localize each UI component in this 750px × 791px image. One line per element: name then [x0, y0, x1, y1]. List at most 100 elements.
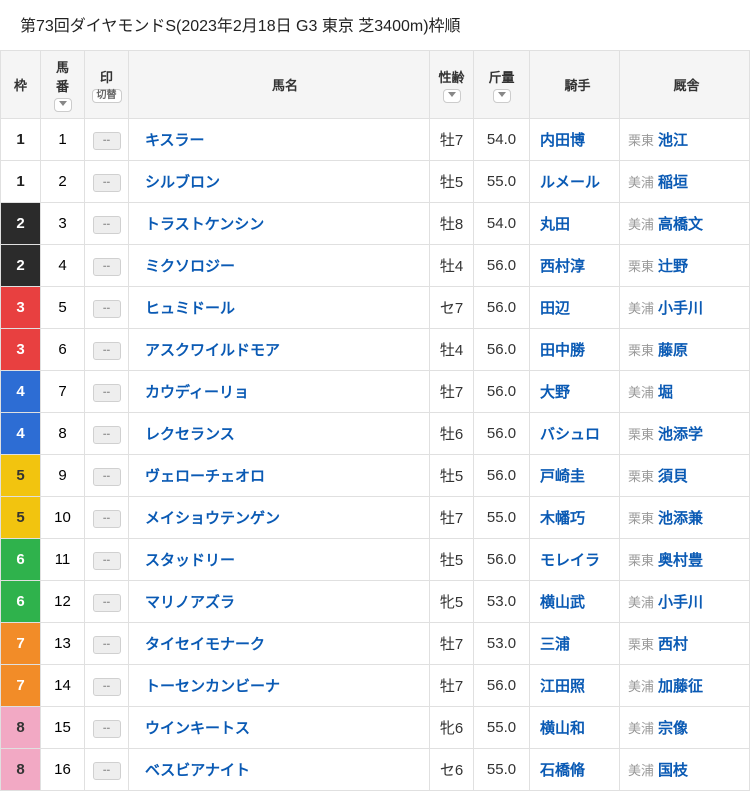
jockey-link[interactable]: 田中勝 [530, 329, 620, 371]
stable-name-link[interactable]: 奥村豊 [658, 552, 703, 569]
mark-cell[interactable]: -- [85, 539, 129, 581]
jockey-link[interactable]: バシュロ [530, 413, 620, 455]
stable-name-link[interactable]: 高橋文 [658, 216, 703, 233]
sort-umaban-icon[interactable] [54, 98, 72, 112]
horse-name-link[interactable]: スタッドリー [129, 539, 430, 581]
header-name[interactable]: 馬名 [129, 51, 430, 119]
mark-cell[interactable]: -- [85, 497, 129, 539]
stable-cell[interactable]: 栗東西村 [620, 623, 750, 665]
jockey-link[interactable]: 江田照 [530, 665, 620, 707]
stable-name-link[interactable]: 池江 [658, 132, 688, 149]
jockey-link[interactable]: 戸崎圭 [530, 455, 620, 497]
header-waku[interactable]: 枠 [1, 51, 41, 119]
stable-name-link[interactable]: 辻野 [658, 258, 688, 275]
mark-cell[interactable]: -- [85, 665, 129, 707]
stable-cell[interactable]: 美浦小手川 [620, 581, 750, 623]
jockey-link[interactable]: 横山和 [530, 707, 620, 749]
jockey-link[interactable]: 大野 [530, 371, 620, 413]
mark-cell[interactable]: -- [85, 287, 129, 329]
stable-cell[interactable]: 美浦堀 [620, 371, 750, 413]
stable-name-link[interactable]: 藤原 [658, 342, 688, 359]
stable-cell[interactable]: 栗東池江 [620, 119, 750, 161]
stable-name-link[interactable]: 西村 [658, 636, 688, 653]
mark-cell[interactable]: -- [85, 329, 129, 371]
mark-cell[interactable]: -- [85, 455, 129, 497]
jockey-link[interactable]: 木幡巧 [530, 497, 620, 539]
mark-dash-icon[interactable]: -- [93, 132, 121, 150]
mark-dash-icon[interactable]: -- [93, 720, 121, 738]
mark-cell[interactable]: -- [85, 371, 129, 413]
horse-name-link[interactable]: ヴェローチェオロ [129, 455, 430, 497]
horse-name-link[interactable]: タイセイモナーク [129, 623, 430, 665]
jockey-link[interactable]: モレイラ [530, 539, 620, 581]
horse-name-link[interactable]: ミクソロジー [129, 245, 430, 287]
mark-dash-icon[interactable]: -- [93, 384, 121, 402]
mark-dash-icon[interactable]: -- [93, 258, 121, 276]
stable-name-link[interactable]: 宗像 [658, 720, 688, 737]
mark-cell[interactable]: -- [85, 413, 129, 455]
mark-dash-icon[interactable]: -- [93, 552, 121, 570]
stable-name-link[interactable]: 稲垣 [658, 174, 688, 191]
mark-dash-icon[interactable]: -- [93, 510, 121, 528]
jockey-link[interactable]: 丸田 [530, 203, 620, 245]
horse-name-link[interactable]: トラストケンシン [129, 203, 430, 245]
header-jockey[interactable]: 騎手 [530, 51, 620, 119]
stable-name-link[interactable]: 加藤征 [658, 678, 703, 695]
mark-dash-icon[interactable]: -- [93, 762, 121, 780]
stable-cell[interactable]: 美浦高橋文 [620, 203, 750, 245]
mark-cell[interactable]: -- [85, 707, 129, 749]
stable-name-link[interactable]: 小手川 [658, 300, 703, 317]
jockey-link[interactable]: 田辺 [530, 287, 620, 329]
stable-name-link[interactable]: 小手川 [658, 594, 703, 611]
mark-dash-icon[interactable]: -- [93, 678, 121, 696]
horse-name-link[interactable]: キスラー [129, 119, 430, 161]
stable-cell[interactable]: 美浦宗像 [620, 707, 750, 749]
stable-name-link[interactable]: 池添学 [658, 426, 703, 443]
stable-cell[interactable]: 栗東藤原 [620, 329, 750, 371]
horse-name-link[interactable]: レクセランス [129, 413, 430, 455]
horse-name-link[interactable]: ウインキートス [129, 707, 430, 749]
horse-name-link[interactable]: ベスビアナイト [129, 749, 430, 791]
mark-dash-icon[interactable]: -- [93, 636, 121, 654]
horse-name-link[interactable]: アスクワイルドモア [129, 329, 430, 371]
mark-toggle-button[interactable]: 切替 [92, 89, 122, 103]
stable-cell[interactable]: 美浦国枝 [620, 749, 750, 791]
mark-dash-icon[interactable]: -- [93, 300, 121, 318]
header-stable[interactable]: 厩舎 [620, 51, 750, 119]
stable-cell[interactable]: 美浦加藤征 [620, 665, 750, 707]
horse-name-link[interactable]: ヒュミドール [129, 287, 430, 329]
horse-name-link[interactable]: カウディーリョ [129, 371, 430, 413]
stable-cell[interactable]: 栗東須貝 [620, 455, 750, 497]
jockey-link[interactable]: 石橋脩 [530, 749, 620, 791]
stable-cell[interactable]: 栗東奥村豊 [620, 539, 750, 581]
mark-dash-icon[interactable]: -- [93, 426, 121, 444]
mark-cell[interactable]: -- [85, 623, 129, 665]
header-weight[interactable]: 斤量 [474, 51, 530, 119]
stable-name-link[interactable]: 堀 [658, 384, 673, 401]
jockey-link[interactable]: 内田博 [530, 119, 620, 161]
mark-dash-icon[interactable]: -- [93, 216, 121, 234]
stable-cell[interactable]: 美浦小手川 [620, 287, 750, 329]
horse-name-link[interactable]: トーセンカンビーナ [129, 665, 430, 707]
mark-cell[interactable]: -- [85, 203, 129, 245]
mark-cell[interactable]: -- [85, 749, 129, 791]
sort-age-icon[interactable] [443, 89, 461, 103]
mark-cell[interactable]: -- [85, 161, 129, 203]
header-age[interactable]: 性齢 [430, 51, 474, 119]
mark-cell[interactable]: -- [85, 581, 129, 623]
mark-dash-icon[interactable]: -- [93, 342, 121, 360]
sort-weight-icon[interactable] [493, 89, 511, 103]
stable-name-link[interactable]: 池添兼 [658, 510, 703, 527]
mark-cell[interactable]: -- [85, 245, 129, 287]
mark-cell[interactable]: -- [85, 119, 129, 161]
stable-cell[interactable]: 栗東池添学 [620, 413, 750, 455]
stable-name-link[interactable]: 須貝 [658, 468, 688, 485]
jockey-link[interactable]: 横山武 [530, 581, 620, 623]
stable-name-link[interactable]: 国枝 [658, 762, 688, 779]
horse-name-link[interactable]: マリノアズラ [129, 581, 430, 623]
mark-dash-icon[interactable]: -- [93, 594, 121, 612]
horse-name-link[interactable]: メイショウテンゲン [129, 497, 430, 539]
stable-cell[interactable]: 栗東辻野 [620, 245, 750, 287]
stable-cell[interactable]: 栗東池添兼 [620, 497, 750, 539]
jockey-link[interactable]: ルメール [530, 161, 620, 203]
